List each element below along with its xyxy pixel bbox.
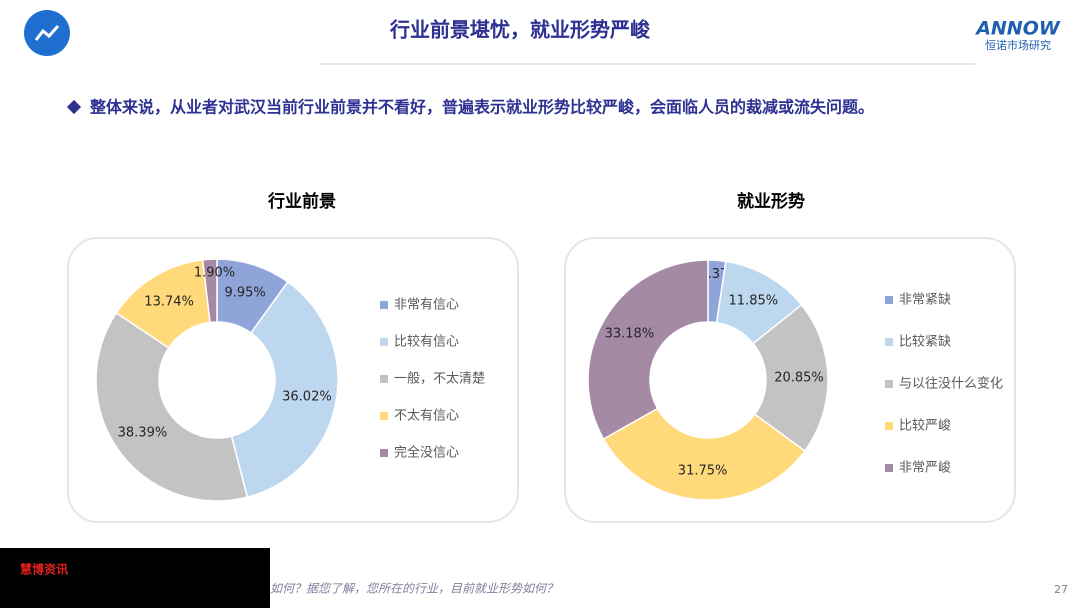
legend-label: 与以往没什么变化 (899, 376, 1003, 392)
data-label: 33.18% (605, 327, 655, 342)
watermark-text: 慧博资讯 (20, 562, 68, 577)
legend-swatch (380, 301, 388, 309)
data-label: 11.85% (729, 294, 779, 309)
page-number: 27 (1054, 583, 1068, 596)
data-label: 1.90% (194, 266, 235, 281)
legend-swatch (380, 412, 388, 420)
legend-label: 一般，不太清楚 (394, 371, 485, 387)
data-label: 38.39% (118, 426, 168, 441)
brand-subtitle: 恒诺市场研究 (985, 38, 1051, 52)
chart-title: 就业形势 (737, 191, 805, 212)
header-icon-glyph (34, 24, 60, 41)
legend-swatch (885, 380, 893, 388)
legend-swatch (380, 375, 388, 383)
donut-segment (752, 303, 829, 453)
legend-label: 完全没信心 (394, 445, 459, 461)
data-label: 9.95% (224, 285, 265, 300)
legend-swatch (380, 449, 388, 457)
legend-label: 非常紧缺 (899, 293, 951, 308)
donut-segment (201, 258, 218, 324)
legend-swatch (380, 338, 388, 346)
summary-text: 整体来说，从业者对武汉当前行业前景并不看好，普遍表示就业形势比较严峻，会面临人员… (89, 98, 874, 117)
legend-label: 比较严峻 (899, 418, 951, 434)
data-label: 20.85% (774, 370, 824, 385)
data-label: 31.75% (678, 463, 728, 478)
legend-label: 非常严峻 (899, 460, 951, 476)
donut-segment (602, 407, 806, 501)
legend-swatch (885, 296, 893, 304)
legend-label: 比较紧缺 (899, 335, 951, 350)
donut-segment (95, 311, 249, 502)
donut-segment (230, 280, 339, 499)
watermark-box (0, 548, 270, 608)
bullet-diamond (66, 99, 82, 115)
data-label: 36.02% (282, 389, 332, 404)
chart-title: 行业前景 (267, 191, 336, 212)
legend-swatch (885, 422, 893, 430)
data-label: 13.74% (144, 295, 194, 310)
brand-logo: ANNOW (974, 18, 1061, 40)
legend-swatch (885, 338, 893, 346)
legend-swatch (885, 464, 893, 472)
slide-title: 行业前景堪忧，就业形势严峻 (389, 18, 651, 42)
donut-segment (587, 259, 709, 441)
legend-label: 不太有信心 (394, 409, 459, 424)
footer-note: 如何？据您了解，您所在的行业，目前就业形势如何？ (270, 582, 558, 596)
legend-label: 比较有信心 (394, 335, 459, 350)
legend-label: 非常有信心 (394, 298, 459, 313)
